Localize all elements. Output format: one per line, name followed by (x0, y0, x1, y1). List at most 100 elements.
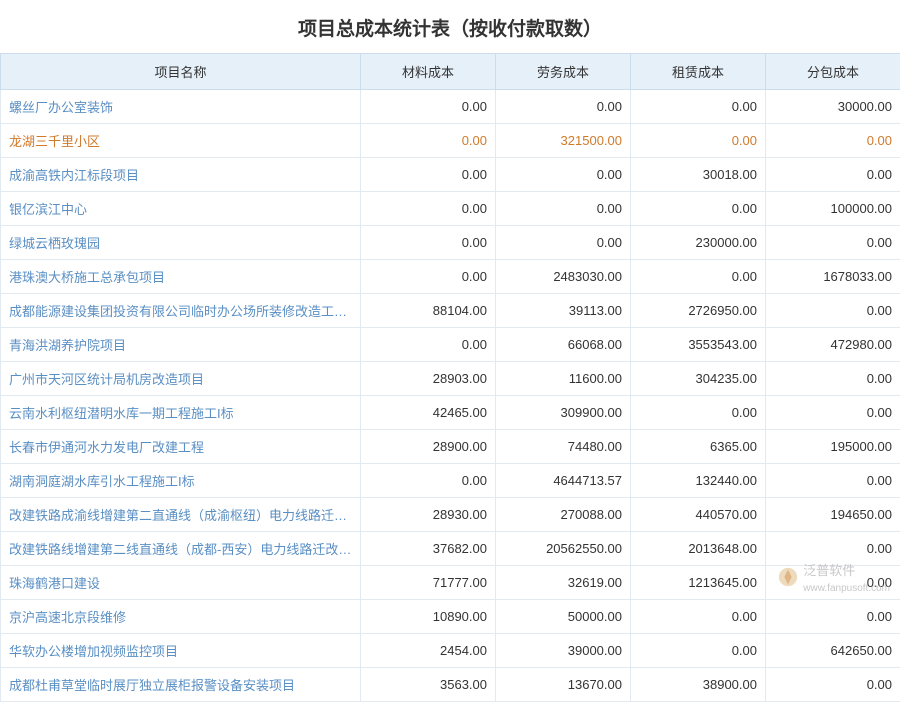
project-name-cell[interactable]: 龙湖三千里小区 (1, 124, 361, 158)
project-name-cell[interactable]: 华软办公楼增加视频监控项目 (1, 634, 361, 668)
table-row[interactable]: 长春市伊通河水力发电厂改建工程28900.0074480.006365.0019… (1, 430, 900, 464)
cost-cell: 50000.00 (496, 600, 631, 634)
cost-cell: 0.00 (631, 124, 766, 158)
cost-cell: 195000.00 (766, 430, 900, 464)
col-header-subcontract[interactable]: 分包成本 (766, 54, 900, 90)
table-row[interactable]: 螺丝厂办公室装饰0.000.000.0030000.00 (1, 90, 900, 124)
table-row[interactable]: 华软办公楼增加视频监控项目2454.0039000.000.00642650.0… (1, 634, 900, 668)
project-name-cell[interactable]: 港珠澳大桥施工总承包项目 (1, 260, 361, 294)
cost-cell: 0.00 (361, 124, 496, 158)
col-header-name[interactable]: 项目名称 (1, 54, 361, 90)
project-name-cell[interactable]: 长春市伊通河水力发电厂改建工程 (1, 430, 361, 464)
cost-cell: 230000.00 (631, 226, 766, 260)
project-name-cell[interactable]: 云南水利枢纽潜明水库一期工程施工I标 (1, 396, 361, 430)
cost-cell: 642650.00 (766, 634, 900, 668)
col-header-rental[interactable]: 租赁成本 (631, 54, 766, 90)
cost-cell: 42465.00 (361, 396, 496, 430)
project-name-cell[interactable]: 青海洪湖养护院项目 (1, 328, 361, 362)
cost-cell: 39113.00 (496, 294, 631, 328)
cost-cell: 1678033.00 (766, 260, 900, 294)
table-row[interactable]: 珠海鹤港口建设71777.0032619.001213645.000.00 (1, 566, 900, 600)
cost-cell: 10890.00 (361, 600, 496, 634)
table-row[interactable]: 成都杜甫草堂临时展厅独立展柜报警设备安装项目3563.0013670.00389… (1, 668, 900, 702)
project-name-cell[interactable]: 银亿滨江中心 (1, 192, 361, 226)
col-header-labor[interactable]: 劳务成本 (496, 54, 631, 90)
cost-cell: 0.00 (631, 90, 766, 124)
cost-cell: 3553543.00 (631, 328, 766, 362)
cost-cell: 0.00 (766, 158, 900, 192)
cost-cell: 0.00 (766, 226, 900, 260)
cost-cell: 100000.00 (766, 192, 900, 226)
cost-cell: 321500.00 (496, 124, 631, 158)
cost-cell: 32619.00 (496, 566, 631, 600)
cost-cell: 37682.00 (361, 532, 496, 566)
cost-cell: 13670.00 (496, 668, 631, 702)
cost-cell: 4644713.57 (496, 464, 631, 498)
project-name-cell[interactable]: 成都杜甫草堂临时展厅独立展柜报警设备安装项目 (1, 668, 361, 702)
project-name-cell[interactable]: 成都能源建设集团投资有限公司临时办公场所装修改造工程EPC (1, 294, 361, 328)
cost-cell: 2726950.00 (631, 294, 766, 328)
cost-cell: 0.00 (496, 90, 631, 124)
cost-cell: 0.00 (361, 90, 496, 124)
table-row[interactable]: 港珠澳大桥施工总承包项目0.002483030.000.001678033.00 (1, 260, 900, 294)
table-row[interactable]: 龙湖三千里小区0.00321500.000.000.00 (1, 124, 900, 158)
cost-cell: 30018.00 (631, 158, 766, 192)
watermark-logo-icon (777, 566, 799, 588)
cost-cell: 20562550.00 (496, 532, 631, 566)
cost-cell: 0.00 (766, 294, 900, 328)
cost-cell: 0.00 (766, 600, 900, 634)
cost-cell: 88104.00 (361, 294, 496, 328)
table-row[interactable]: 绿城云栖玫瑰园0.000.00230000.000.00 (1, 226, 900, 260)
table-row[interactable]: 改建铁路线增建第二线直通线（成都-西安）电力线路迁改工程37682.002056… (1, 532, 900, 566)
cost-cell: 0.00 (766, 464, 900, 498)
watermark: 泛普软件 www.fanpusoft.com (777, 560, 890, 594)
cost-cell: 309900.00 (496, 396, 631, 430)
project-name-cell[interactable]: 湖南洞庭湖水库引水工程施工I标 (1, 464, 361, 498)
cost-cell: 0.00 (361, 192, 496, 226)
cost-cell: 304235.00 (631, 362, 766, 396)
cost-cell: 0.00 (361, 260, 496, 294)
cost-cell: 28903.00 (361, 362, 496, 396)
cost-cell: 440570.00 (631, 498, 766, 532)
table-row[interactable]: 广州市天河区统计局机房改造项目28903.0011600.00304235.00… (1, 362, 900, 396)
cost-cell: 39000.00 (496, 634, 631, 668)
cost-cell: 132440.00 (631, 464, 766, 498)
project-name-cell[interactable]: 广州市天河区统计局机房改造项目 (1, 362, 361, 396)
cost-cell: 0.00 (766, 362, 900, 396)
cost-cell: 38900.00 (631, 668, 766, 702)
project-name-cell[interactable]: 螺丝厂办公室装饰 (1, 90, 361, 124)
cost-cell: 71777.00 (361, 566, 496, 600)
col-header-material[interactable]: 材料成本 (361, 54, 496, 90)
table-row[interactable]: 改建铁路成渝线增建第二直通线（成渝枢纽）电力线路迁改工程28930.002700… (1, 498, 900, 532)
cost-cell: 0.00 (361, 226, 496, 260)
table-row[interactable]: 湖南洞庭湖水库引水工程施工I标0.004644713.57132440.000.… (1, 464, 900, 498)
cost-cell: 472980.00 (766, 328, 900, 362)
cost-cell: 2013648.00 (631, 532, 766, 566)
page-title: 项目总成本统计表（按收付款取数） (0, 0, 900, 53)
table-row[interactable]: 成都能源建设集团投资有限公司临时办公场所装修改造工程EPC88104.00391… (1, 294, 900, 328)
cost-cell: 2483030.00 (496, 260, 631, 294)
table-row[interactable]: 成渝高铁内江标段项目0.000.0030018.000.00 (1, 158, 900, 192)
cost-cell: 0.00 (361, 328, 496, 362)
project-name-cell[interactable]: 京沪高速北京段维修 (1, 600, 361, 634)
table-row[interactable]: 银亿滨江中心0.000.000.00100000.00 (1, 192, 900, 226)
cost-cell: 0.00 (631, 600, 766, 634)
cost-cell: 194650.00 (766, 498, 900, 532)
cost-cell: 0.00 (631, 192, 766, 226)
project-name-cell[interactable]: 改建铁路线增建第二线直通线（成都-西安）电力线路迁改工程 (1, 532, 361, 566)
cost-cell: 30000.00 (766, 90, 900, 124)
project-name-cell[interactable]: 绿城云栖玫瑰园 (1, 226, 361, 260)
table-row[interactable]: 云南水利枢纽潜明水库一期工程施工I标42465.00309900.000.000… (1, 396, 900, 430)
cost-cell: 6365.00 (631, 430, 766, 464)
cost-cell: 28930.00 (361, 498, 496, 532)
cost-cell: 66068.00 (496, 328, 631, 362)
table-row[interactable]: 青海洪湖养护院项目0.0066068.003553543.00472980.00 (1, 328, 900, 362)
project-name-cell[interactable]: 成渝高铁内江标段项目 (1, 158, 361, 192)
table-row[interactable]: 京沪高速北京段维修10890.0050000.000.000.00 (1, 600, 900, 634)
cost-cell: 0.00 (496, 158, 631, 192)
cost-cell: 3563.00 (361, 668, 496, 702)
project-name-cell[interactable]: 珠海鹤港口建设 (1, 566, 361, 600)
cost-cell: 0.00 (766, 668, 900, 702)
project-name-cell[interactable]: 改建铁路成渝线增建第二直通线（成渝枢纽）电力线路迁改工程 (1, 498, 361, 532)
cost-cell: 270088.00 (496, 498, 631, 532)
